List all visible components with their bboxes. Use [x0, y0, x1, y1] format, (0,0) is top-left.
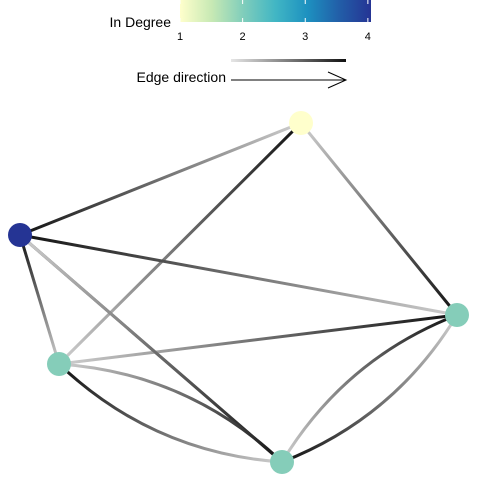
nodes-layer [8, 111, 469, 474]
in-degree-legend: In Degree 1 2 3 4 [110, 0, 371, 43]
edge-direction-gradient-bar [231, 59, 346, 62]
edge-d-to-e [280, 313, 459, 464]
edge-a-to-d [299, 121, 459, 317]
edge-e-to-c [57, 362, 284, 464]
colorbar-tick-label: 4 [365, 31, 371, 43]
edge-direction-arrow-icon [231, 71, 348, 89]
colorbar-tick-label: 3 [302, 31, 308, 43]
edge-e-to-d [280, 313, 459, 464]
edge-direction-legend-title: Edge direction [136, 69, 226, 85]
edge-c-to-a [57, 121, 303, 366]
in-degree-legend-title: In Degree [110, 14, 172, 30]
in-degree-colorbar-ticks: 1 2 3 4 [177, 0, 371, 43]
node-b [8, 223, 32, 247]
node-c [47, 352, 71, 376]
node-a [289, 111, 313, 135]
node-e [270, 450, 294, 474]
edge-c-to-d [57, 313, 459, 366]
node-d [445, 303, 469, 327]
edge-d-to-b [18, 233, 459, 317]
colorbar-tick-label: 2 [240, 31, 246, 43]
edge-c-to-b [18, 233, 61, 366]
edge-c-to-e [57, 362, 284, 464]
edge-a-to-b [18, 121, 303, 237]
edges-layer [18, 121, 459, 464]
in-degree-colorbar [180, 0, 371, 22]
edge-direction-legend: Edge direction [136, 59, 348, 89]
colorbar-tick-label: 1 [177, 31, 183, 43]
